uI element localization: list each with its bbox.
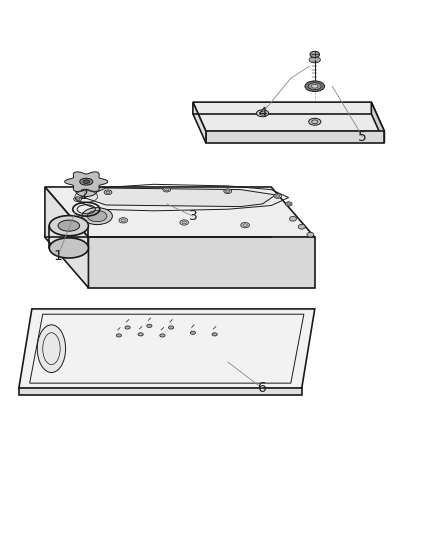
Ellipse shape: [160, 334, 165, 337]
Ellipse shape: [49, 238, 88, 258]
Text: 1: 1: [53, 249, 62, 263]
Ellipse shape: [169, 326, 174, 329]
Polygon shape: [84, 188, 276, 207]
Ellipse shape: [49, 216, 88, 236]
Ellipse shape: [256, 110, 268, 117]
Text: 2: 2: [80, 188, 88, 202]
Ellipse shape: [305, 81, 325, 92]
Ellipse shape: [163, 187, 171, 192]
Ellipse shape: [309, 56, 321, 63]
Polygon shape: [45, 187, 88, 288]
Ellipse shape: [76, 186, 97, 197]
Ellipse shape: [190, 331, 195, 334]
Ellipse shape: [37, 325, 66, 373]
Polygon shape: [193, 102, 206, 143]
Polygon shape: [65, 172, 108, 191]
Ellipse shape: [309, 118, 321, 125]
Ellipse shape: [82, 208, 113, 224]
Ellipse shape: [80, 178, 93, 185]
Ellipse shape: [310, 51, 320, 58]
Polygon shape: [371, 102, 385, 143]
Text: 3: 3: [188, 209, 197, 223]
Ellipse shape: [224, 189, 232, 193]
Ellipse shape: [241, 222, 250, 228]
Ellipse shape: [274, 193, 282, 198]
Ellipse shape: [74, 197, 81, 201]
Polygon shape: [45, 187, 315, 237]
Polygon shape: [88, 237, 315, 288]
Polygon shape: [206, 131, 385, 143]
Polygon shape: [193, 102, 385, 131]
Ellipse shape: [58, 220, 80, 231]
Ellipse shape: [308, 83, 321, 90]
Polygon shape: [19, 309, 315, 389]
Text: 4: 4: [258, 106, 267, 120]
Ellipse shape: [125, 326, 130, 329]
Ellipse shape: [290, 216, 297, 221]
Ellipse shape: [138, 333, 143, 336]
Ellipse shape: [180, 220, 188, 225]
Ellipse shape: [307, 232, 314, 237]
Ellipse shape: [147, 324, 152, 327]
Ellipse shape: [83, 180, 89, 183]
Ellipse shape: [285, 202, 292, 206]
Ellipse shape: [298, 224, 305, 229]
Ellipse shape: [119, 217, 127, 223]
Ellipse shape: [104, 190, 112, 195]
Text: 5: 5: [358, 130, 367, 143]
Ellipse shape: [116, 334, 121, 337]
Text: 6: 6: [258, 382, 267, 395]
Polygon shape: [19, 389, 302, 395]
Ellipse shape: [212, 333, 217, 336]
Ellipse shape: [311, 84, 318, 88]
Ellipse shape: [87, 211, 107, 222]
